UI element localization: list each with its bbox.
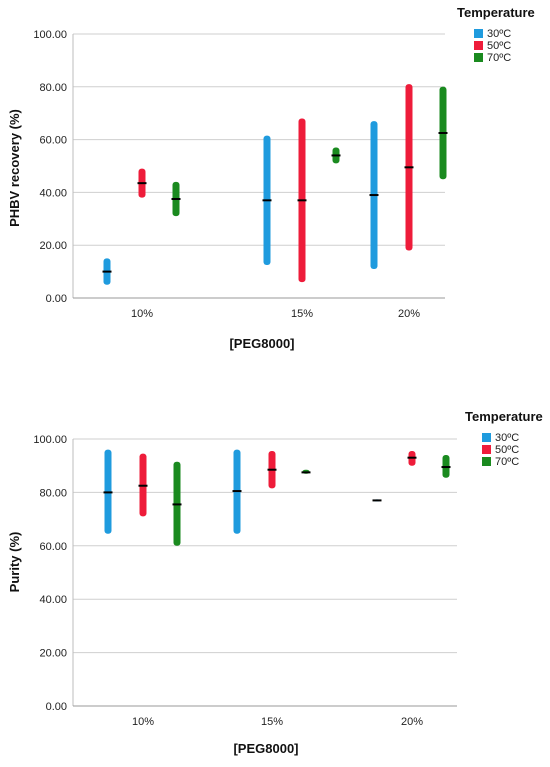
y-tick-label: 60.00 xyxy=(39,135,67,147)
legend-title: Temperature xyxy=(457,5,535,20)
legend-entry: 70ºC xyxy=(495,456,519,468)
x-axis-title: [PEG8000] xyxy=(229,336,294,351)
x-tick-label: 15% xyxy=(261,716,283,728)
x-tick-labels: 10% 15% 20% xyxy=(131,308,420,320)
y-tick-label: 100.00 xyxy=(33,29,67,41)
legend-entry: 50ºC xyxy=(487,40,511,52)
y-axis-title: PHBV recovery (%) xyxy=(7,109,22,227)
y-tick-label: 40.00 xyxy=(39,594,67,606)
x-axis-title: [PEG8000] xyxy=(233,741,298,756)
x-tick-label: 20% xyxy=(398,308,420,320)
y-tick-label: 20.00 xyxy=(39,240,67,252)
legend-entry: 50ºC xyxy=(495,444,519,456)
y-tick-labels: 0.00 20.00 40.00 60.00 80.00 100.00 xyxy=(33,434,67,713)
legend-swatch xyxy=(474,41,483,50)
x-tick-labels: 10% 15% 20% xyxy=(132,716,423,728)
x-tick-label: 10% xyxy=(131,308,153,320)
legend-swatch xyxy=(474,53,483,62)
y-tick-label: 0.00 xyxy=(46,701,67,713)
y-tick-label: 80.00 xyxy=(39,82,67,94)
legend-swatch xyxy=(482,433,491,442)
y-axis-title: Purity (%) xyxy=(7,532,22,593)
legend-entry: 30ºC xyxy=(487,28,511,40)
grid xyxy=(72,438,457,707)
y-tick-label: 20.00 xyxy=(39,648,67,660)
x-tick-label: 10% xyxy=(132,716,154,728)
y-tick-label: 60.00 xyxy=(39,541,67,553)
range-bars xyxy=(102,84,448,285)
legend-swatch xyxy=(482,457,491,466)
legend-title: Temperature xyxy=(465,409,543,424)
legend-swatch xyxy=(482,445,491,454)
y-tick-label: 80.00 xyxy=(39,487,67,499)
x-tick-label: 20% xyxy=(401,716,423,728)
x-tick-label: 15% xyxy=(291,308,313,320)
y-tick-label: 40.00 xyxy=(39,187,67,199)
chart-purity: 0.00 20.00 40.00 60.00 80.00 100.00 10% 15% 20%… xyxy=(7,409,543,756)
legend-swatch xyxy=(474,29,483,38)
y-tick-labels: 0.00 20.00 40.00 60.00 80.00 100.00 xyxy=(33,29,67,305)
legend-entry: 70ºC xyxy=(487,52,511,64)
y-tick-label: 100.00 xyxy=(33,434,67,446)
chart-recovery: 0.00 20.00 40.00 60.00 80.00 100.00 10% 15% 20%… xyxy=(7,5,535,351)
y-tick-label: 0.00 xyxy=(46,293,67,305)
grid xyxy=(72,33,445,299)
legend-entry: 30ºC xyxy=(495,432,519,444)
range-bars xyxy=(103,449,451,546)
